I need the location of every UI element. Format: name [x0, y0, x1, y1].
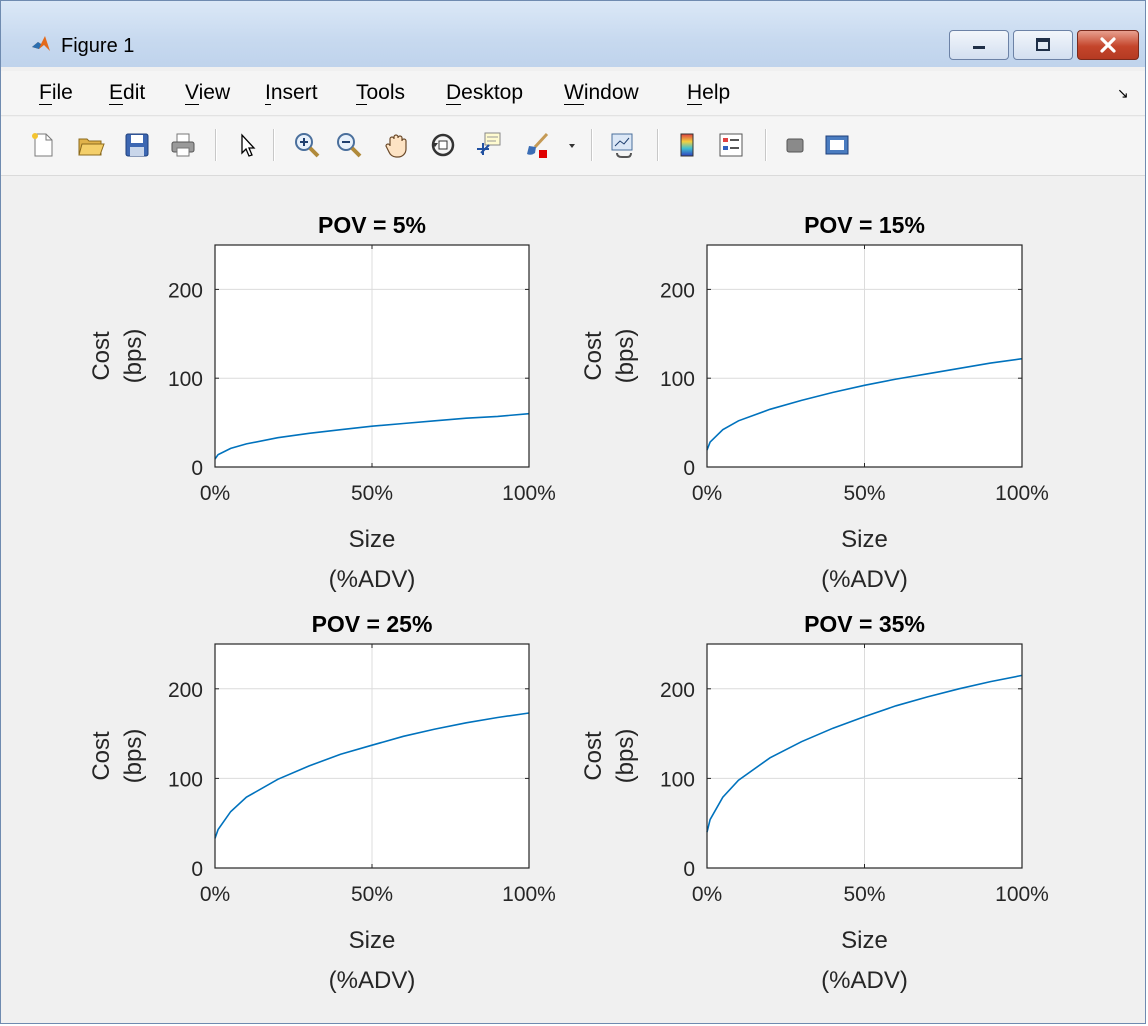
colorbar-icon[interactable] [673, 131, 701, 159]
new-figure-icon[interactable] [29, 131, 57, 159]
show-plot-tools-icon[interactable] [823, 131, 851, 159]
x-tick-label: 100% [502, 482, 556, 505]
x-tick-label: 50% [843, 482, 885, 505]
y-axis-label: (bps) [120, 329, 147, 384]
x-tick-label: 0% [692, 482, 722, 505]
x-tick-label: 50% [843, 883, 885, 906]
menu-bar: File Edit View Insert Tools Desktop Wind… [1, 71, 1145, 116]
y-tick-label: 0 [191, 858, 203, 881]
link-plot-icon[interactable] [609, 131, 637, 159]
subplot-title: POV = 15% [804, 212, 925, 238]
data-line [214, 412, 530, 460]
menu-view[interactable]: View [185, 81, 231, 105]
x-tick-label: 50% [351, 482, 393, 505]
title-bar[interactable]: Figure 1 [1, 1, 1145, 67]
toolbar-separator [591, 129, 593, 161]
x-axis-label: Size [349, 526, 396, 553]
y-axis-label: (bps) [612, 329, 639, 384]
y-tick-label: 100 [168, 368, 203, 391]
x-tick-label: 100% [502, 883, 556, 906]
y-tick-label: 200 [660, 679, 695, 702]
y-axis-label: Cost [580, 731, 607, 781]
brush-dropdown-icon[interactable] [563, 131, 581, 159]
y-axis-label: (bps) [120, 729, 147, 784]
subplot-title: POV = 35% [804, 611, 925, 637]
window-title: Figure 1 [61, 35, 135, 57]
rotate-3d-icon[interactable] [429, 131, 457, 159]
menu-insert[interactable]: Insert [265, 81, 318, 105]
minimize-button[interactable] [949, 30, 1009, 60]
matlab-icon [31, 34, 51, 54]
toolbar-separator [765, 129, 767, 161]
y-axis-label: Cost [580, 331, 607, 381]
maximize-button[interactable] [1013, 30, 1073, 60]
open-icon[interactable] [77, 131, 105, 159]
brush-icon[interactable] [523, 131, 551, 159]
toolbar-separator [273, 129, 275, 161]
pan-hand-icon[interactable] [383, 131, 411, 159]
close-button[interactable] [1077, 30, 1139, 60]
menu-desktop[interactable]: Desktop [446, 81, 524, 105]
x-tick-label: 100% [995, 482, 1049, 505]
y-tick-label: 200 [660, 279, 695, 302]
y-axis-label: Cost [88, 331, 115, 381]
x-tick-label: 50% [351, 883, 393, 906]
legend-icon[interactable] [717, 131, 745, 159]
y-axis-label: Cost [88, 731, 115, 781]
x-tick-label: 100% [995, 883, 1049, 906]
x-tick-label: 0% [692, 883, 722, 906]
data-line [706, 357, 1023, 451]
y-tick-label: 0 [191, 457, 203, 480]
figure-toolbar [1, 117, 1145, 176]
zoom-in-icon[interactable] [293, 131, 321, 159]
menu-file[interactable]: File [39, 81, 73, 105]
data-cursor-icon[interactable] [475, 131, 503, 159]
figure-canvas[interactable]: 0% 50% 100% 0 100 200 POV = 5% Size (%ADV) Cost (b… [1, 177, 1145, 1023]
select-arrow-icon[interactable] [233, 131, 261, 159]
y-tick-label: 100 [660, 368, 695, 391]
zoom-out-icon[interactable] [335, 131, 363, 159]
x-axis-label: (%ADV) [329, 566, 416, 593]
y-tick-label: 0 [683, 457, 695, 480]
x-tick-label: 0% [200, 883, 230, 906]
toolbar-separator [657, 129, 659, 161]
menu-tools[interactable]: Tools [356, 81, 406, 105]
y-tick-label: 0 [683, 858, 695, 881]
x-axis-label: (%ADV) [821, 967, 908, 994]
y-tick-label: 200 [168, 279, 203, 302]
subplot-title: POV = 25% [312, 611, 433, 637]
y-axis-label: (bps) [612, 729, 639, 784]
print-icon[interactable] [169, 131, 197, 159]
toolbar-separator [215, 129, 217, 161]
x-axis-label: (%ADV) [329, 967, 416, 994]
x-tick-label: 0% [200, 482, 230, 505]
y-tick-label: 100 [660, 768, 695, 791]
x-axis-label: (%ADV) [821, 566, 908, 593]
menu-window[interactable]: Window [564, 81, 639, 105]
y-tick-label: 200 [168, 679, 203, 702]
data-line [706, 674, 1023, 833]
x-axis-label: Size [841, 526, 888, 553]
menu-help[interactable]: Help [687, 81, 731, 105]
dock-arrow-icon[interactable]: ↘ [1117, 85, 1129, 101]
menu-edit[interactable]: Edit [109, 81, 146, 105]
data-line [214, 712, 530, 839]
x-axis-label: Size [349, 927, 396, 954]
save-icon[interactable] [123, 131, 151, 159]
hide-plot-tools-icon[interactable] [781, 131, 809, 159]
x-axis-label: Size [841, 927, 888, 954]
subplot-title: POV = 5% [318, 212, 426, 238]
y-tick-label: 100 [168, 768, 203, 791]
